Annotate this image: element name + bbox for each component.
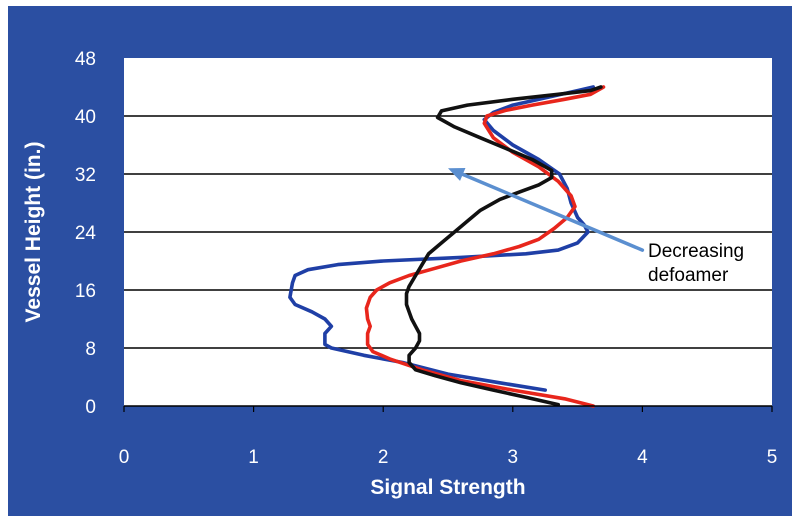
gridlines [124, 115, 772, 349]
annotation: Decreasing defoamer [448, 167, 744, 286]
x-tick-label: 3 [508, 447, 519, 468]
series-line-3 [404, 85, 603, 407]
series-line-1 [288, 85, 595, 392]
y-tick-label: 40 [75, 107, 96, 128]
annotation-arrowhead [448, 167, 466, 181]
y-tick-label: 16 [75, 281, 96, 302]
y-tick-label: 24 [75, 223, 97, 244]
x-tick-label: 5 [767, 447, 778, 468]
x-tick-labels: 0 1 2 3 4 5 [119, 406, 778, 468]
annotation-text-line2: defoamer [648, 265, 729, 286]
x-tick-label: 2 [378, 447, 389, 468]
y-axis-title: Vessel Height (in.) [22, 142, 45, 323]
y-tick-label: 0 [85, 397, 96, 418]
y-tick-label: 48 [75, 49, 96, 70]
y-tick-label: 32 [75, 165, 96, 186]
series-layer [288, 85, 606, 408]
annotation-arrow [460, 172, 645, 252]
x-axis-title: Signal Strength [370, 476, 525, 499]
y-tick-labels: 0 8 16 24 32 40 48 [75, 49, 97, 418]
series-line-2 [364, 85, 606, 408]
annotation-text-line1: Decreasing [648, 241, 744, 262]
x-tick-label: 4 [637, 447, 648, 468]
x-tick-label: 0 [119, 447, 130, 468]
x-tick-label: 1 [248, 447, 259, 468]
y-tick-label: 8 [85, 339, 96, 360]
